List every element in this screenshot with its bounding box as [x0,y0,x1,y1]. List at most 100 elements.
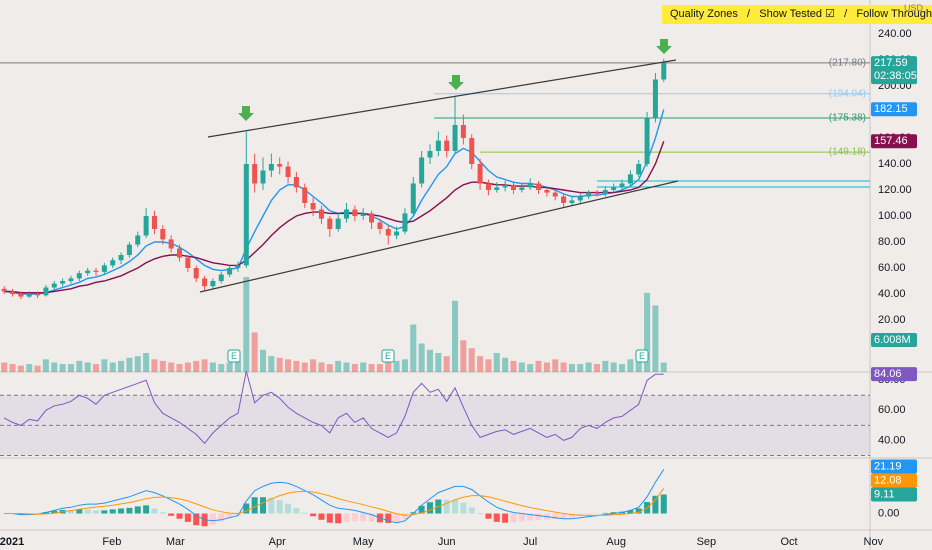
macd-histogram-bar [285,503,292,514]
candle-body [85,270,91,274]
candle-body [18,293,24,297]
candle-body [435,140,441,151]
candle-body [544,189,550,193]
macd-histogram-bar [627,510,634,514]
macd-histogram-bar [510,513,517,523]
macd-histogram-bar [485,513,492,519]
channel-lower [199,180,679,293]
candle-body [126,244,132,255]
candle-body [652,79,658,119]
x-tick-label: May [353,536,374,548]
level-label: (217.80) [829,57,866,68]
volume-bar [627,359,634,372]
macd-histogram-bar [318,513,325,520]
indicator-line [4,109,665,295]
y-tick-label: 40.00 [878,434,906,446]
indicator-line [3,371,664,445]
macd-histogram-bar [143,505,150,514]
candle-body [260,170,266,184]
back-layer: 20.0040.0060.0080.00100.00120.00140.0016… [0,28,912,548]
badge-label: 6.008M [874,334,911,346]
volume-bar [552,359,559,372]
candle-body [444,140,450,151]
x-tick-label: Feb [102,536,121,548]
candle-body [302,187,308,203]
y-tick-label: 240.00 [878,28,912,40]
macd-histogram-bar [67,510,74,514]
macd-histogram-bar [293,508,300,514]
volume-bar [368,364,375,372]
candle-body [243,163,249,266]
indicator-line [4,488,665,516]
candle-body [285,166,291,177]
volume-bar [143,353,150,372]
x-tick-label: Apr [269,536,286,548]
macd-histogram-bar [109,509,116,514]
macd-histogram-bar [193,513,200,526]
earnings-marker[interactable] [227,349,241,363]
volume-bar [568,364,575,372]
candle-body [552,192,558,197]
earnings-label: E [385,351,391,361]
indicator-legend[interactable]: Quality Zones / Show Tested ☑ / Follow T… [662,5,932,24]
volume-bar [93,364,100,372]
earnings-marker[interactable] [381,349,395,363]
macd-histogram-bar [310,513,317,517]
volume-bar [176,364,183,372]
macd-histogram-bar [243,503,250,514]
volume-bar [226,362,233,372]
candle-body [410,183,416,214]
earnings-marker[interactable] [635,349,649,363]
candle-body [193,267,199,279]
x-tick-label: Jul [523,536,537,548]
candle-body [227,267,233,275]
macd-histogram-bar [493,513,500,522]
volume-badge [871,333,917,347]
volume-bar [477,356,484,372]
candle-body [277,163,283,167]
macd-histogram-bar [234,513,241,516]
candle-body [10,291,16,294]
level-label: (175.38) [829,113,866,124]
volume-bar [51,362,58,372]
macd-histogram-bar [276,500,283,514]
macd-histogram-bar [134,506,141,514]
candle-body [494,187,500,190]
signal-arrow [448,75,464,90]
badge-countdown: 02:38:05 [874,70,917,82]
macd-histogram-bar [393,513,400,523]
candle-body [101,265,107,272]
volume-bar [218,364,225,372]
candle-body [369,213,375,223]
volume-bar [326,364,333,372]
macd-histogram-bar [268,497,275,514]
volume-bar [593,364,600,372]
macd-histogram-bar [184,513,191,522]
badge-label: 9.11 [874,488,895,500]
macd-histogram-bar [101,510,108,514]
y-tick-label: 120.00 [878,184,912,196]
volume-bar [543,362,550,372]
macd-histogram-bar [226,513,233,519]
volume-bar [193,360,200,372]
volume-bar [184,362,191,372]
volume-bar [452,300,459,372]
y-tick-label: 140.00 [878,158,912,170]
volume-bar [285,359,292,372]
candle-body [118,254,124,261]
volume-bar [209,362,216,372]
volume-bar [443,356,450,372]
macd-histogram-bar [585,513,592,515]
macd-histogram-bar [560,513,567,519]
x-tick-label: Mar [166,536,185,548]
volume-bar [635,356,642,372]
volume-bar [118,360,125,372]
candle-body [352,209,358,216]
volume-bar [660,362,667,372]
volume-bar [134,356,141,372]
candle-body [177,248,183,258]
volume-bar [268,356,275,372]
candle-body [93,270,99,272]
y-tick-label: 0.00 [878,507,899,519]
candle-body [293,176,299,188]
